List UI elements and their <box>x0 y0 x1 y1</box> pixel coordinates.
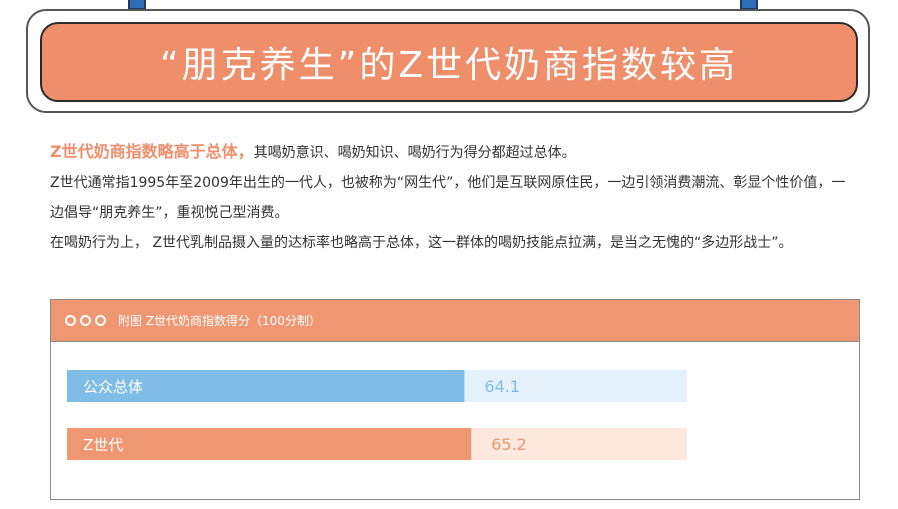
window-dot-icon <box>65 315 76 326</box>
window-dot-icon <box>80 315 91 326</box>
bar-chart: 公众总体 64.1 Z世代 65.2 <box>67 370 687 460</box>
intro-paragraph-2: Z世代通常指1995年至2009年出生的一代人，也被称为“网生代”，他们是互联网… <box>50 175 846 221</box>
chart-panel: 附图 Z世代奶商指数得分（100分制） 公众总体 64.1 Z世代 65.2 <box>50 299 860 500</box>
title-banner: “朋克养生”的Z世代奶商指数较高 <box>40 22 858 102</box>
category-label: 公众总体 <box>83 378 143 396</box>
chart-caption: 附图 Z世代奶商指数得分（100分制） <box>118 314 321 328</box>
value-label: 64.1 <box>484 377 520 396</box>
page-title: “朋克养生”的Z世代奶商指数较高 <box>160 45 738 86</box>
category-label: Z世代 <box>83 436 123 454</box>
chart-header: 附图 Z世代奶商指数得分（100分制） <box>51 300 859 342</box>
intro-paragraph-3: 在喝奶行为上， Z世代乳制品摄入量的达标率也略高于总体，这一群体的喝奶技能点拉满… <box>50 235 793 251</box>
intro-highlight: Z世代奶商指数略高于总体， <box>50 142 254 161</box>
intro-line-1-rest: 其喝奶意识、喝奶知识、喝奶行为得分都超过总体。 <box>253 145 576 161</box>
intro-line-1: Z世代奶商指数略高于总体，其喝奶意识、喝奶知识、喝奶行为得分都超过总体。 <box>50 137 850 168</box>
intro-text: Z世代奶商指数略高于总体，其喝奶意识、喝奶知识、喝奶行为得分都超过总体。 Z世代… <box>50 137 850 258</box>
window-dot-icon <box>95 315 106 326</box>
value-label: 65.2 <box>491 435 527 454</box>
bar <box>67 428 472 460</box>
bar <box>67 370 465 402</box>
